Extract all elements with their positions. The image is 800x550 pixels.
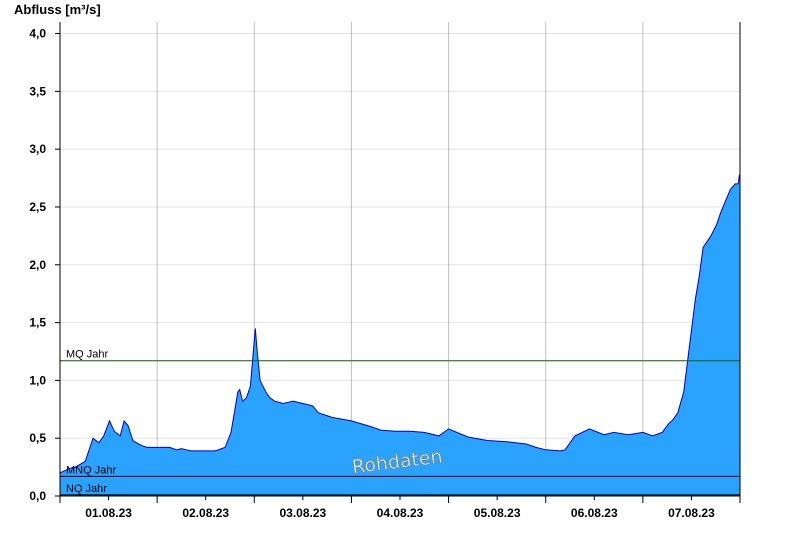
discharge-line	[59, 174, 740, 474]
x-tick-label: 02.08.23	[182, 506, 229, 520]
y-tick-label: 4,0	[29, 27, 46, 41]
x-tick-label: 06.08.23	[571, 506, 618, 520]
y-tick-label: 3,5	[29, 84, 46, 98]
x-tick-label: 07.08.23	[668, 506, 715, 520]
y-tick-label: 2,5	[29, 200, 46, 214]
reference-line-label: MNQ Jahr	[66, 464, 116, 476]
y-axis-label: Abfluss [m³/s]	[14, 2, 101, 17]
grid-lines	[60, 22, 740, 496]
axes: 0,0 0,5 1,0 1,5 2,0 2,5 3,0 3,5 4,0 01.08.23 02.08…	[29, 22, 741, 520]
discharge-series	[59, 174, 740, 496]
y-tick-label: 1,0	[29, 373, 46, 387]
y-tick-label: 1,5	[29, 316, 46, 330]
x-tick-label: 01.08.23	[85, 506, 132, 520]
x-tick-label: 04.08.23	[377, 506, 424, 520]
y-tick-label: 2,0	[29, 258, 46, 272]
reference-line-label: MQ Jahr	[66, 349, 109, 361]
y-tick-label: 0,5	[29, 431, 46, 445]
reference-lines: MQ Jahr MNQ Jahr NQ Jahr	[60, 349, 740, 496]
x-tick-label: 03.08.23	[279, 506, 326, 520]
reference-line-label: NQ Jahr	[66, 483, 107, 495]
x-tick-label: 05.08.23	[474, 506, 521, 520]
y-tick-label: 3,0	[29, 142, 46, 156]
y-tick-label: 0,0	[29, 489, 46, 503]
